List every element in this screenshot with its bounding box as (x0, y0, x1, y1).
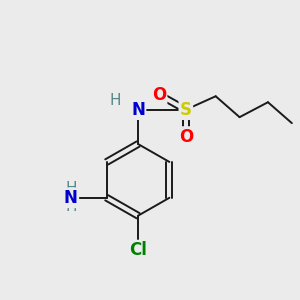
Text: H: H (65, 199, 76, 214)
Text: N: N (64, 189, 78, 207)
Text: O: O (179, 128, 193, 146)
Text: Cl: Cl (129, 241, 147, 259)
Text: S: S (180, 101, 192, 119)
Text: H: H (110, 93, 122, 108)
Text: O: O (152, 86, 166, 104)
Text: N: N (131, 101, 145, 119)
Text: H: H (65, 181, 76, 196)
